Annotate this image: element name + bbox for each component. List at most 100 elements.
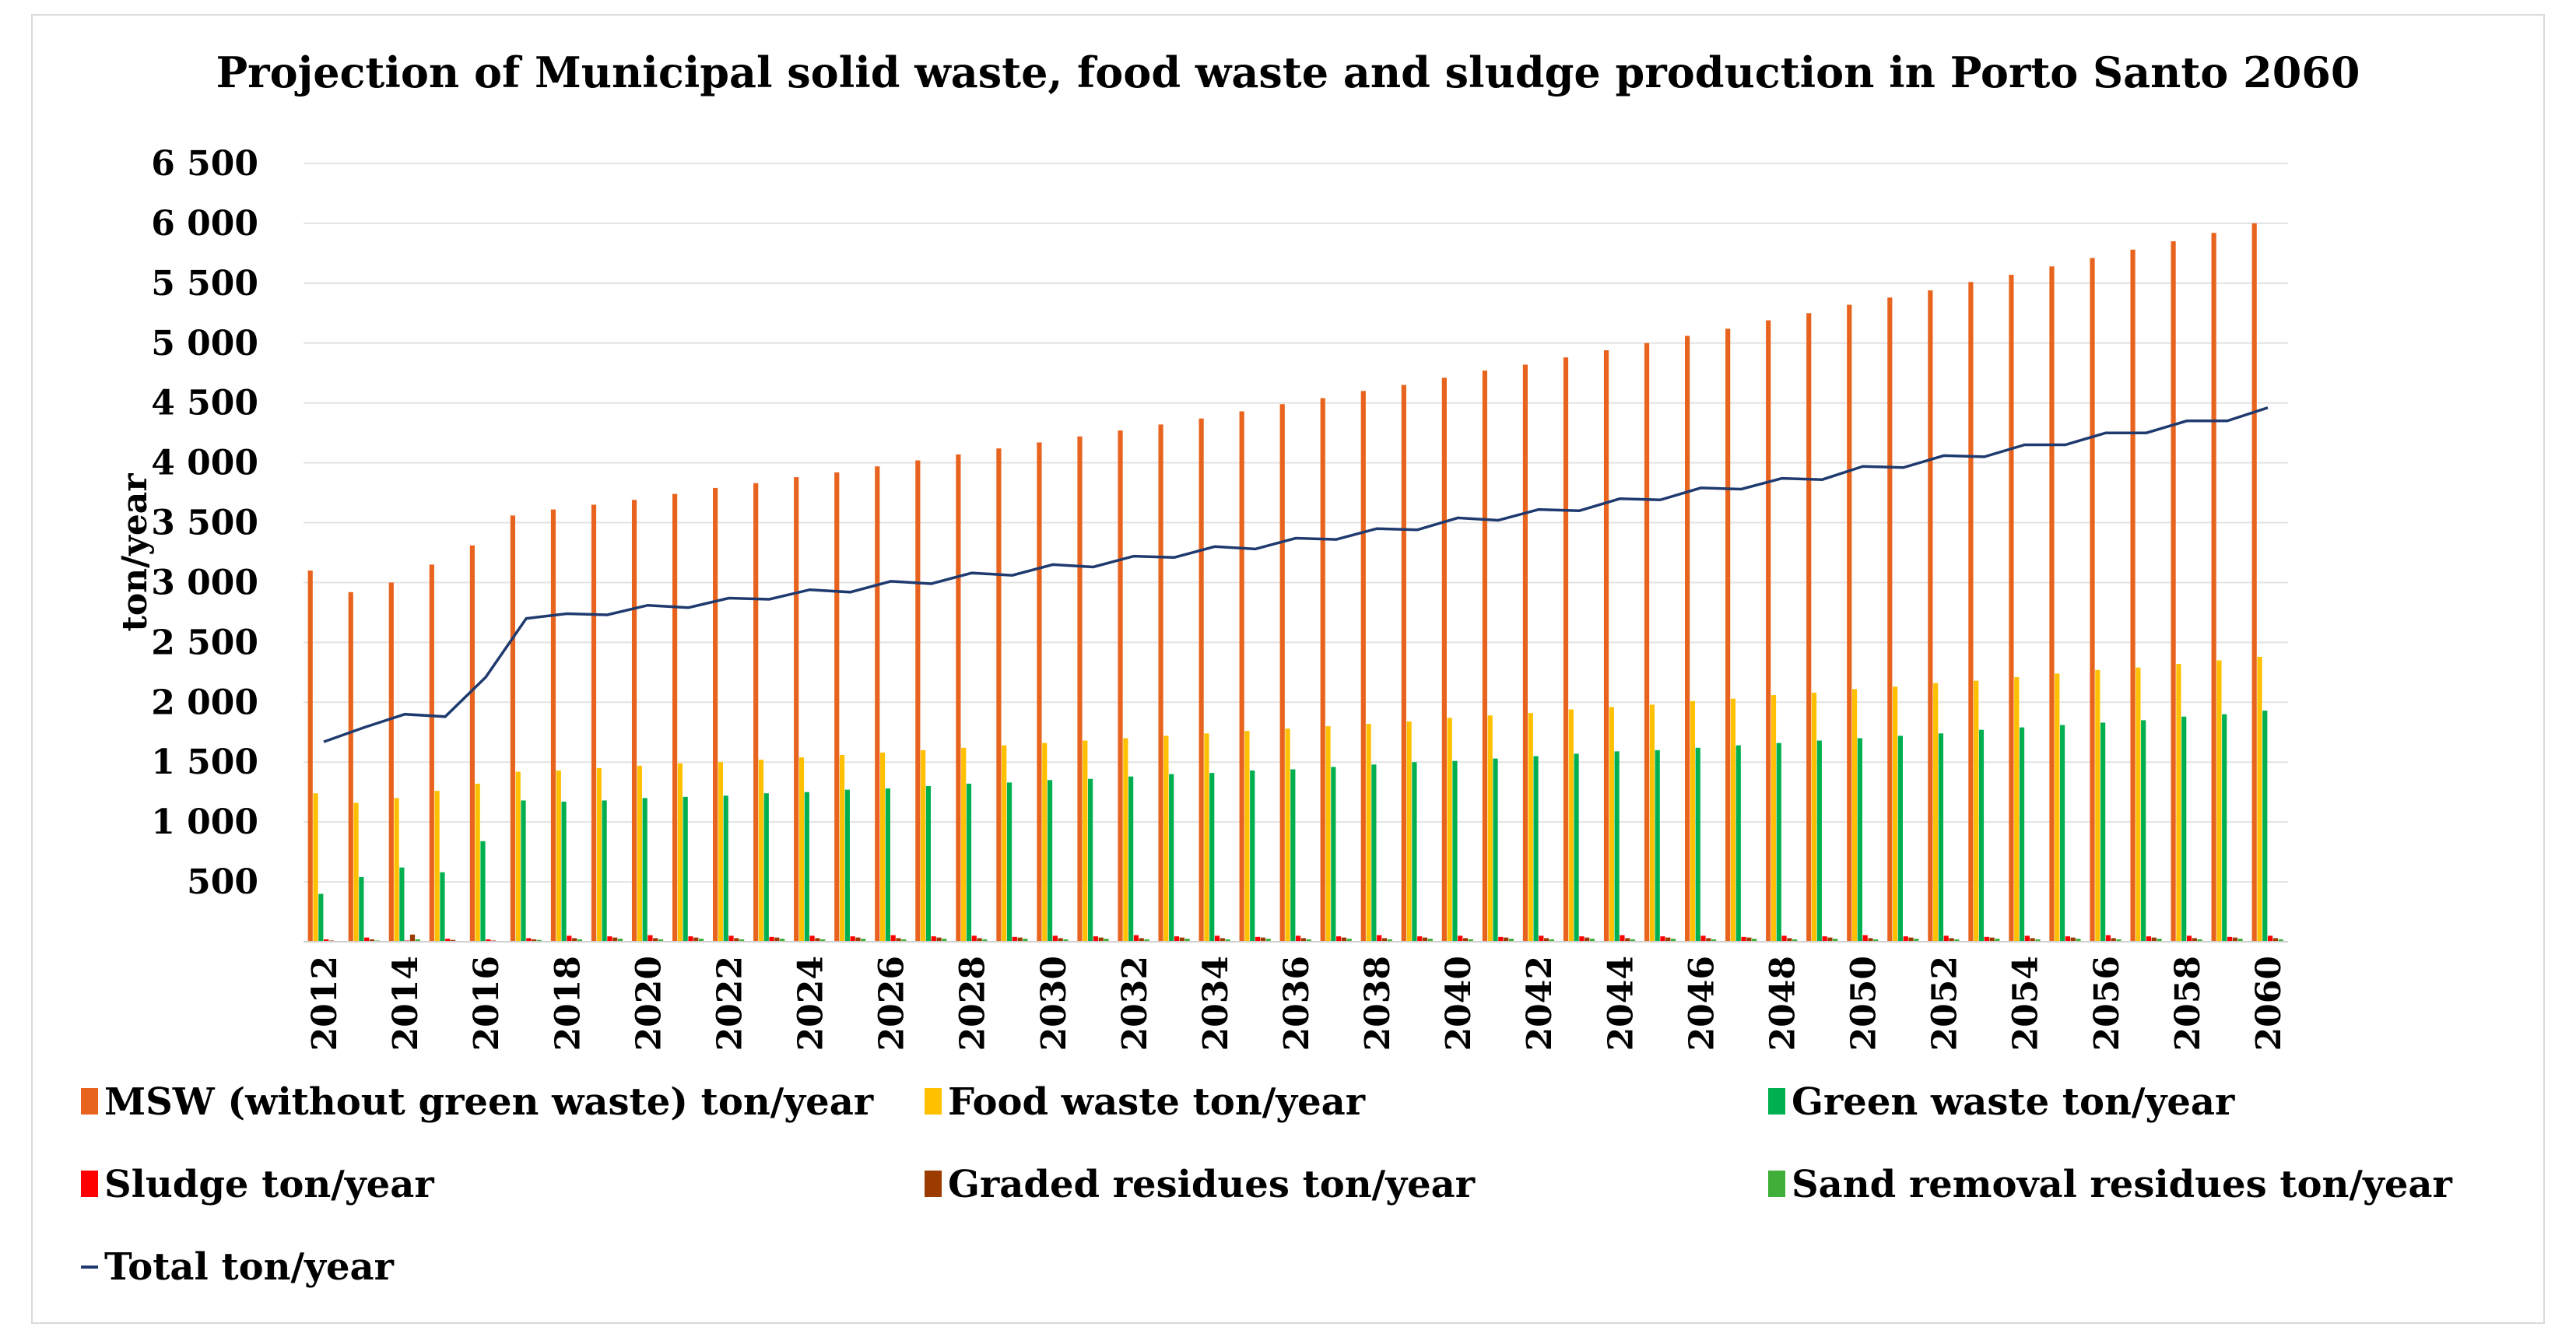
bar-msw-2048 xyxy=(1766,320,1771,942)
bar-graded-2040 xyxy=(1462,938,1469,942)
x-tick-label: 2014 xyxy=(386,956,426,1051)
bar-food-2044 xyxy=(1609,707,1614,942)
bar-green-2049 xyxy=(1816,740,1822,942)
bar-green-2025 xyxy=(844,789,850,942)
bar-sludge-2037 xyxy=(1336,936,1342,942)
x-tick-label: 2018 xyxy=(548,956,588,1051)
bar-msw-2030 xyxy=(1037,442,1042,942)
bar-graded-2020 xyxy=(653,938,658,942)
bar-food-2023 xyxy=(758,760,764,942)
bar-food-2058 xyxy=(2176,664,2181,942)
bar-graded-2045 xyxy=(1665,937,1671,942)
bar-sludge-2015 xyxy=(445,939,451,942)
x-tick-label: 2036 xyxy=(1277,956,1317,1051)
bar-sludge-2049 xyxy=(1822,936,1827,942)
bar-green-2056 xyxy=(2100,722,2106,942)
bar-food-2055 xyxy=(2055,673,2060,942)
bar-msw-2032 xyxy=(1118,430,1123,942)
bar-graded-2013 xyxy=(369,939,375,942)
bar-green-2046 xyxy=(1695,747,1700,942)
bar-food-2031 xyxy=(1083,740,1088,942)
x-tick-label: 2050 xyxy=(1844,956,1884,1051)
bar-graded-2055 xyxy=(2070,937,2076,942)
bar-sand-2047 xyxy=(1752,939,1757,942)
total-line-group xyxy=(323,406,2269,743)
x-tick-label: 2044 xyxy=(1601,956,1641,1051)
y-tick-label: 1 500 xyxy=(151,742,258,782)
x-tick-label: 2046 xyxy=(1682,956,1721,1051)
bar-sand-2027 xyxy=(942,939,947,942)
bar-green-2015 xyxy=(440,872,445,942)
bar-sludge-2023 xyxy=(769,936,774,942)
bar-green-2037 xyxy=(1331,767,1336,942)
bar-sand-2055 xyxy=(2076,939,2081,942)
x-tick-label: 2060 xyxy=(2249,956,2289,1051)
y-tick-label: 2 000 xyxy=(151,683,258,722)
bar-msw-2025 xyxy=(834,472,840,942)
bar-food-2029 xyxy=(1002,745,1007,942)
bar-sand-2021 xyxy=(698,939,704,942)
bar-sludge-2035 xyxy=(1255,936,1261,942)
bar-msw-2024 xyxy=(794,477,799,942)
bar-green-2023 xyxy=(763,793,769,942)
bar-green-2039 xyxy=(1412,762,1417,942)
bar-graded-2041 xyxy=(1504,937,1509,942)
bar-green-2038 xyxy=(1371,764,1377,942)
bar-sludge-2013 xyxy=(364,937,370,942)
bar-food-2052 xyxy=(1933,683,1939,942)
bar-msw-2050 xyxy=(1847,304,1852,942)
x-tick-label: 2042 xyxy=(1520,956,1560,1051)
x-tick-label: 2030 xyxy=(1034,956,1074,1051)
bar-food-2050 xyxy=(1851,689,1858,942)
bar-food-2056 xyxy=(2095,669,2100,942)
bar-green-2029 xyxy=(1006,782,1013,942)
bar-green-2019 xyxy=(602,800,607,942)
x-axis-ticks: 2012 2014 2016 2018 2020 2022 2024 2026 2028 2030… xyxy=(305,956,2289,1051)
bar-food-2057 xyxy=(2136,667,2141,942)
bars xyxy=(307,223,2283,943)
bar-graded-2054 xyxy=(2030,938,2035,942)
bar-food-2049 xyxy=(1811,693,1817,942)
bar-sand-2052 xyxy=(1954,939,1960,942)
bar-sludge-2017 xyxy=(526,938,532,942)
bar-green-2041 xyxy=(1493,758,1498,942)
x-tick-label: 2034 xyxy=(1196,956,1236,1051)
bar-green-2050 xyxy=(1857,738,1862,942)
bar-green-2017 xyxy=(521,800,526,942)
bar-msw-2043 xyxy=(1563,357,1569,942)
bar-green-2014 xyxy=(399,867,405,942)
bar-green-2020 xyxy=(642,798,648,942)
bar-graded-2017 xyxy=(532,939,537,942)
bar-sludge-2056 xyxy=(2105,935,2111,942)
bar-sand-2041 xyxy=(1508,939,1514,942)
bar-sludge-2027 xyxy=(931,936,936,942)
bar-graded-2027 xyxy=(936,937,942,942)
bar-food-2036 xyxy=(1285,728,1290,942)
x-tick-label: 2024 xyxy=(791,956,831,1051)
bar-food-2016 xyxy=(475,783,480,942)
bar-food-2038 xyxy=(1366,724,1371,942)
bar-sand-2039 xyxy=(1427,939,1433,942)
bar-sand-2031 xyxy=(1104,939,1109,942)
bar-green-2024 xyxy=(804,792,809,942)
bar-graded-2015 xyxy=(450,939,456,942)
legend-label: Green waste ton/year xyxy=(1792,1080,2235,1124)
bar-sludge-2022 xyxy=(728,936,734,942)
bar-food-2028 xyxy=(961,747,967,942)
x-tick-label: 2032 xyxy=(1115,956,1155,1051)
legend-swatch xyxy=(925,1088,942,1115)
bar-msw-2057 xyxy=(2130,249,2136,942)
bar-sludge-2026 xyxy=(890,935,896,942)
bar-sludge-2045 xyxy=(1660,936,1665,942)
bar-sludge-2058 xyxy=(2186,936,2192,942)
bar-graded-2060 xyxy=(2272,938,2278,942)
bar-msw-2045 xyxy=(1644,342,1650,942)
bar-msw-2034 xyxy=(1199,418,1204,942)
bar-msw-2047 xyxy=(1725,328,1731,942)
legend-swatch xyxy=(1768,1088,1785,1115)
bar-graded-2037 xyxy=(1341,937,1347,942)
x-tick-label: 2022 xyxy=(710,956,749,1051)
bar-green-2043 xyxy=(1574,753,1579,942)
bar-msw-2016 xyxy=(469,545,475,942)
